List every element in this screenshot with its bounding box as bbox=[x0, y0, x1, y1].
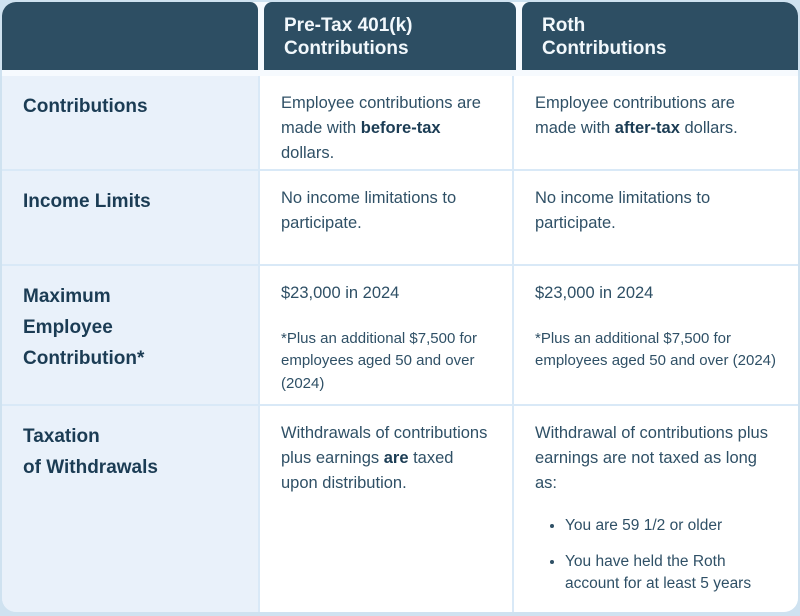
cell-max-contribution-roth: $23,000 in 2024 *Plus an additional $7,5… bbox=[514, 266, 798, 404]
row-label-income-limits: Income Limits bbox=[2, 171, 258, 264]
header-cell-pretax: Pre-Tax 401(k) Contributions bbox=[264, 2, 516, 70]
cell-contributions-pretax: Employee contributions are made with bef… bbox=[260, 76, 512, 169]
bold-text-segment: after-tax bbox=[614, 118, 680, 137]
bold-text-segment: before-tax bbox=[360, 118, 441, 137]
cell-income-limits-pretax: No income limitations to participate. bbox=[260, 171, 512, 264]
cell-taxation-roth: Withdrawal of contributions plus earning… bbox=[514, 406, 798, 612]
cell-taxation-pretax: Withdrawals of contributions plus earnin… bbox=[260, 406, 512, 612]
list-item: You are 59 1/2 or older bbox=[565, 515, 780, 537]
row-label-max-contribution: Maximum Employee Contribution* bbox=[2, 266, 258, 404]
text-segment: Employee contributions are made with bbox=[281, 94, 481, 137]
cell-max-contribution-pretax: $23,000 in 2024 *Plus an additional $7,5… bbox=[260, 266, 512, 404]
contribution-footnote: *Plus an additional $7,500 for employees… bbox=[281, 329, 477, 392]
text-segment: dollars. bbox=[281, 143, 335, 162]
text-segment: taxed upon distribution. bbox=[281, 448, 454, 492]
text-segment: Employee contributions are made with bbox=[535, 94, 735, 137]
header-cell-blank bbox=[2, 2, 258, 70]
cell-income-limits-roth: No income limitations to participate. bbox=[514, 171, 798, 264]
bold-text-segment: are bbox=[383, 448, 409, 467]
row-label-taxation: Taxation of Withdrawals bbox=[2, 406, 258, 612]
text-segment: dollars. bbox=[679, 118, 738, 137]
table-body: Contributions Employee contributions are… bbox=[2, 76, 798, 612]
cell-contributions-roth: Employee contributions are made with aft… bbox=[514, 76, 798, 169]
contribution-amount: $23,000 in 2024 bbox=[281, 284, 400, 302]
taxation-intro: Withdrawal of contributions plus earning… bbox=[535, 424, 768, 492]
contribution-footnote: *Plus an additional $7,500 for employees… bbox=[535, 329, 776, 370]
text-segment: Withdrawals of contributions plus earnin… bbox=[281, 424, 488, 467]
list-item: You have held the Roth account for at le… bbox=[565, 551, 780, 596]
contribution-amount: $23,000 in 2024 bbox=[535, 284, 654, 302]
header-cell-roth: Roth Contributions bbox=[522, 2, 798, 70]
row-label-contributions: Contributions bbox=[2, 76, 258, 169]
taxation-conditions-list: You are 59 1/2 or older You have held th… bbox=[535, 515, 780, 595]
table-header-row: Pre-Tax 401(k) Contributions Roth Contri… bbox=[2, 2, 798, 70]
